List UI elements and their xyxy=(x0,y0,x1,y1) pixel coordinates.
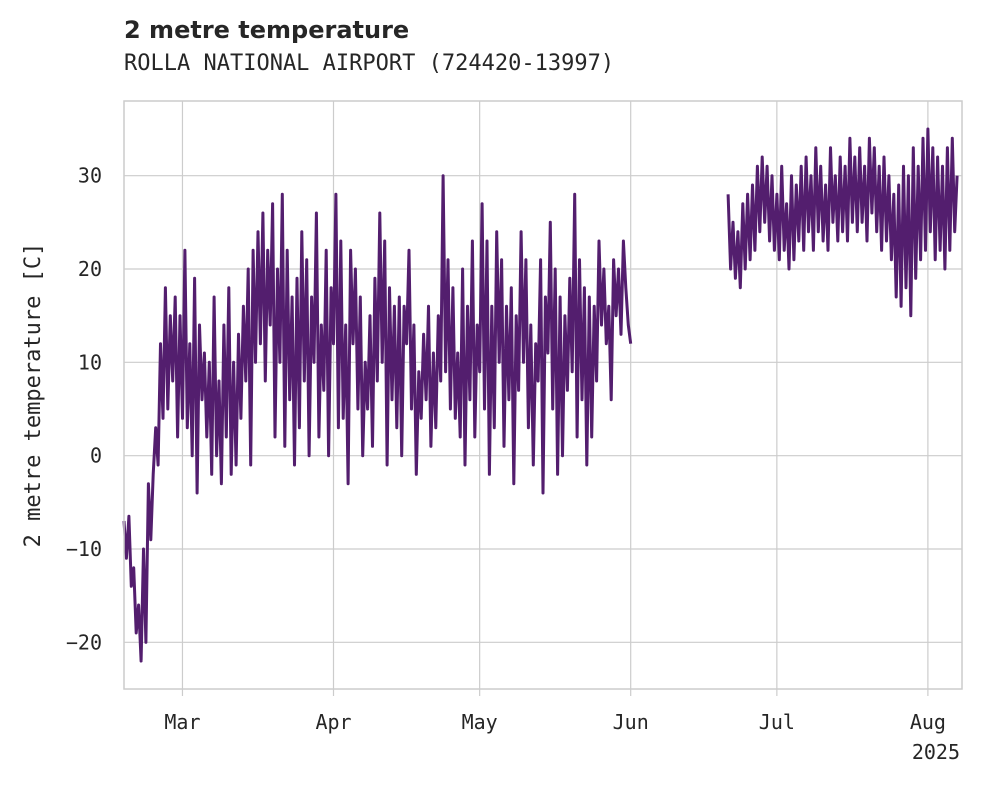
x-tick-label: Apr xyxy=(315,710,351,734)
x-tick-label: Aug xyxy=(910,710,946,734)
chart-title: 2 metre temperature xyxy=(124,16,410,44)
y-axis-title: 2 metre temperature [C] xyxy=(21,243,46,548)
y-axis: −20 −10 0 10 20 30 xyxy=(66,164,102,655)
y-tick-label: −20 xyxy=(66,630,102,654)
series-line-segment-0 xyxy=(122,174,633,663)
y-tick-label: −10 xyxy=(66,537,102,561)
y-tick-label: 10 xyxy=(78,350,102,374)
x-axis-year-label: 2025 xyxy=(912,740,960,764)
y-tick-label: 30 xyxy=(78,164,102,188)
x-axis: Mar Apr May Jun Jul Aug xyxy=(164,689,946,734)
plot-frame xyxy=(123,100,963,690)
x-tick-label: Mar xyxy=(164,710,200,734)
chart-subtitle: ROLLA NATIONAL AIRPORT (724420-13997) xyxy=(124,51,615,76)
y-tick-label: 20 xyxy=(78,257,102,281)
x-tick-label: Jun xyxy=(613,710,649,734)
x-tick-label: May xyxy=(462,710,498,734)
x-tick-label: Jul xyxy=(759,710,795,734)
y-tick-label: 0 xyxy=(90,444,102,468)
series-line-segment-1 xyxy=(726,127,959,318)
series-lines xyxy=(122,127,959,663)
